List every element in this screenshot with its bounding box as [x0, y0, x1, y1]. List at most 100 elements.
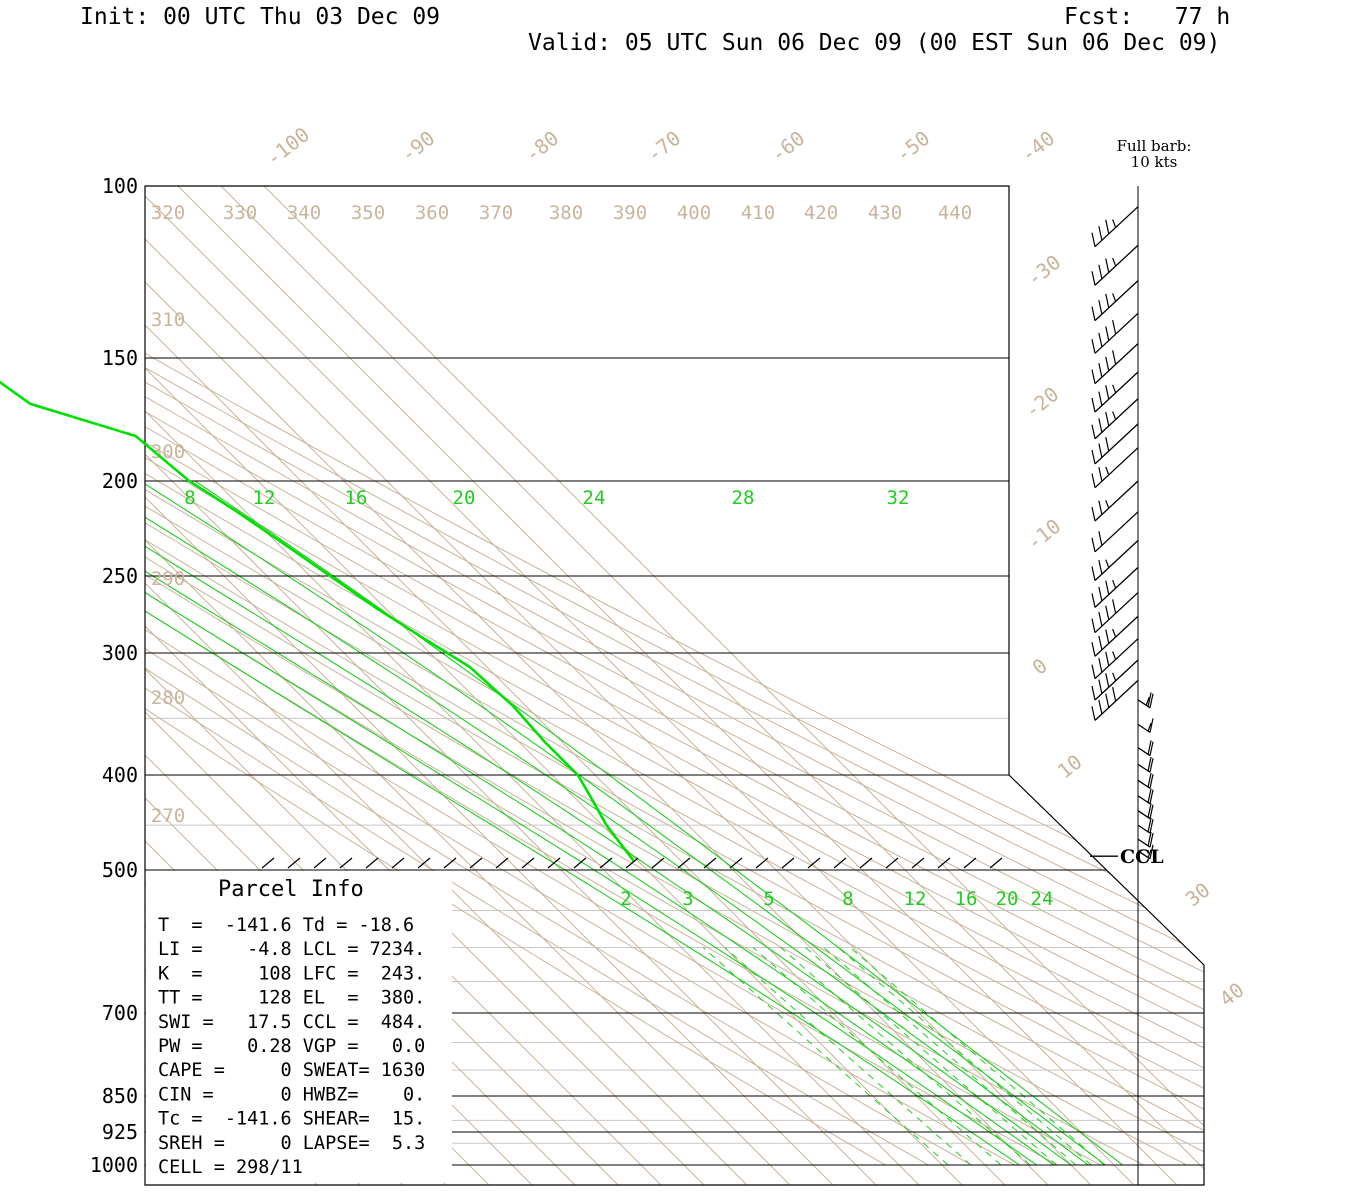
pressure-tick-label: 250: [102, 564, 138, 588]
hatch-mark: [261, 857, 275, 869]
hatch-mark: [989, 857, 1003, 869]
isotherm-line: [145, 186, 835, 1185]
theta-label: 430: [868, 202, 902, 224]
hatch-mark: [963, 857, 977, 869]
moist-adiabat: [145, 480, 1020, 1166]
pressure-tick-label: 300: [102, 641, 138, 665]
parcel-info-rows: T = -141.6 Td = -18.6 LI = -4.8 LCL = 723…: [158, 915, 425, 1178]
parcel-info-row: SWI = 17.5 CCL = 484.: [158, 1012, 425, 1033]
wind-barb: [1137, 692, 1154, 709]
mixing-ratio-label: 8: [842, 888, 853, 910]
wind-barb: [1091, 592, 1139, 634]
wind-barb: [1137, 817, 1154, 834]
mixing-ratio-label: 16: [955, 888, 978, 910]
theta-label: 330: [223, 202, 257, 224]
isotherm-line: [145, 186, 663, 1185]
pressure-tick-label: 850: [102, 1084, 138, 1108]
moist-adiabat: [145, 480, 1106, 1166]
hatch-mark: [365, 857, 379, 869]
dry-adiabat: [145, 186, 972, 1166]
parcel-info-row: TT = 128 EL = 380.: [158, 988, 425, 1009]
wind-barb: [1091, 244, 1139, 286]
isotherm-label: -70: [642, 126, 685, 167]
wind-barb: [1091, 206, 1139, 248]
hatch-mark: [911, 857, 925, 869]
theta-label: 310: [151, 309, 185, 331]
moist-adiabat: [145, 480, 1037, 1166]
isotherm-label: -40: [1016, 126, 1059, 167]
hatch-mark: [443, 857, 457, 869]
theta-label: 400: [677, 202, 711, 224]
hatch-mark: [287, 857, 301, 869]
wind-barb: [1091, 638, 1139, 680]
isotherm-label: -60: [766, 126, 809, 167]
pressure-tick-label: 150: [102, 346, 138, 370]
pressure-tick-label: 1000: [90, 1153, 138, 1177]
mixing-ratio-line: [823, 947, 1077, 1166]
mixing-ratio-label: 3: [682, 888, 693, 910]
pressure-tick-label: 500: [102, 858, 138, 882]
hatch-mark: [339, 857, 353, 869]
theta-label: 410: [741, 202, 775, 224]
hatch-mark: [599, 857, 613, 869]
mixing-ratio-label: 2: [620, 888, 631, 910]
init-time: Init: 00 UTC Thu 03 Dec 09: [80, 4, 441, 30]
isotherm-label: -30: [1022, 250, 1065, 291]
hatch-mark: [937, 857, 951, 869]
theta-label: 350: [351, 202, 385, 224]
wind-barb: [1137, 756, 1154, 773]
forecast-hour: Fcst: 77 h: [1064, 4, 1231, 30]
wind-barb: [1137, 844, 1154, 860]
theta-label: 360: [415, 202, 449, 224]
pressure-tick-label: 925: [102, 1120, 138, 1144]
parcel-info-title: Parcel Info: [218, 877, 364, 902]
theta-label: 370: [479, 202, 513, 224]
isotherm-label: -90: [396, 126, 439, 167]
wind-barb: [1091, 447, 1139, 489]
hatch-mark: [625, 857, 639, 869]
mixing-ratio-line: [724, 947, 972, 1166]
wind-barb: [1091, 280, 1139, 322]
hatch-mark: [573, 857, 587, 869]
moist-adiabat-label: 12: [253, 487, 276, 509]
isotherm-label: -100: [261, 122, 314, 171]
isotherm-label: -20: [1020, 382, 1063, 423]
moist-adiabats: [145, 480, 1123, 1166]
wind-barb: [1137, 772, 1154, 789]
barb-legend-line2: 10 kts: [1131, 153, 1178, 171]
isotherm-label: -80: [520, 126, 563, 167]
isotherm-label: 30: [1181, 878, 1215, 912]
pressure-tick-label: 400: [102, 763, 138, 787]
moist-adiabat-label: 24: [583, 487, 606, 509]
ccl-label: CCL: [1120, 846, 1164, 868]
isotherm-line: [145, 186, 706, 1185]
moist-adiabat-label: 32: [887, 487, 910, 509]
isotherm-label: -50: [891, 126, 934, 167]
mixing-ratio-line: [702, 947, 949, 1166]
theta-label: 420: [804, 202, 838, 224]
theta-label: 270: [151, 805, 185, 827]
diagram-frame: [144, 185, 1205, 1186]
parcel-info-row: Tc = -141.6 SHEAR= 15.: [158, 1109, 425, 1130]
mixing-ratio-line: [805, 947, 1057, 1166]
parcel-info-row: SREH = 0 LAPSE= 5.3: [158, 1133, 425, 1154]
pressure-tick-label: 100: [102, 174, 138, 198]
moist-adiabat: [145, 480, 1055, 1166]
hatch-mark: [703, 857, 717, 869]
hatch-mark: [729, 857, 743, 869]
moist-adiabat-label: 28: [732, 487, 755, 509]
isotherm-line: [145, 186, 1136, 1185]
mixing-ratio-line: [849, 947, 1105, 1166]
mixing-ratio-lines: [702, 947, 1105, 1166]
barb-legend-line1: Full barb:: [1117, 137, 1192, 155]
wind-barb: [1137, 803, 1154, 820]
hatch-mark: [781, 857, 795, 869]
parcel-info-row: PW = 0.28 VGP = 0.0: [158, 1036, 425, 1057]
dry-adiabat: [145, 186, 929, 1166]
pressure-tick-label: 700: [102, 1001, 138, 1025]
wind-barb: [1137, 740, 1154, 757]
isotherm-label: -10: [1022, 514, 1065, 555]
hatch-mark: [417, 857, 431, 869]
wind-barb: [1091, 566, 1139, 608]
